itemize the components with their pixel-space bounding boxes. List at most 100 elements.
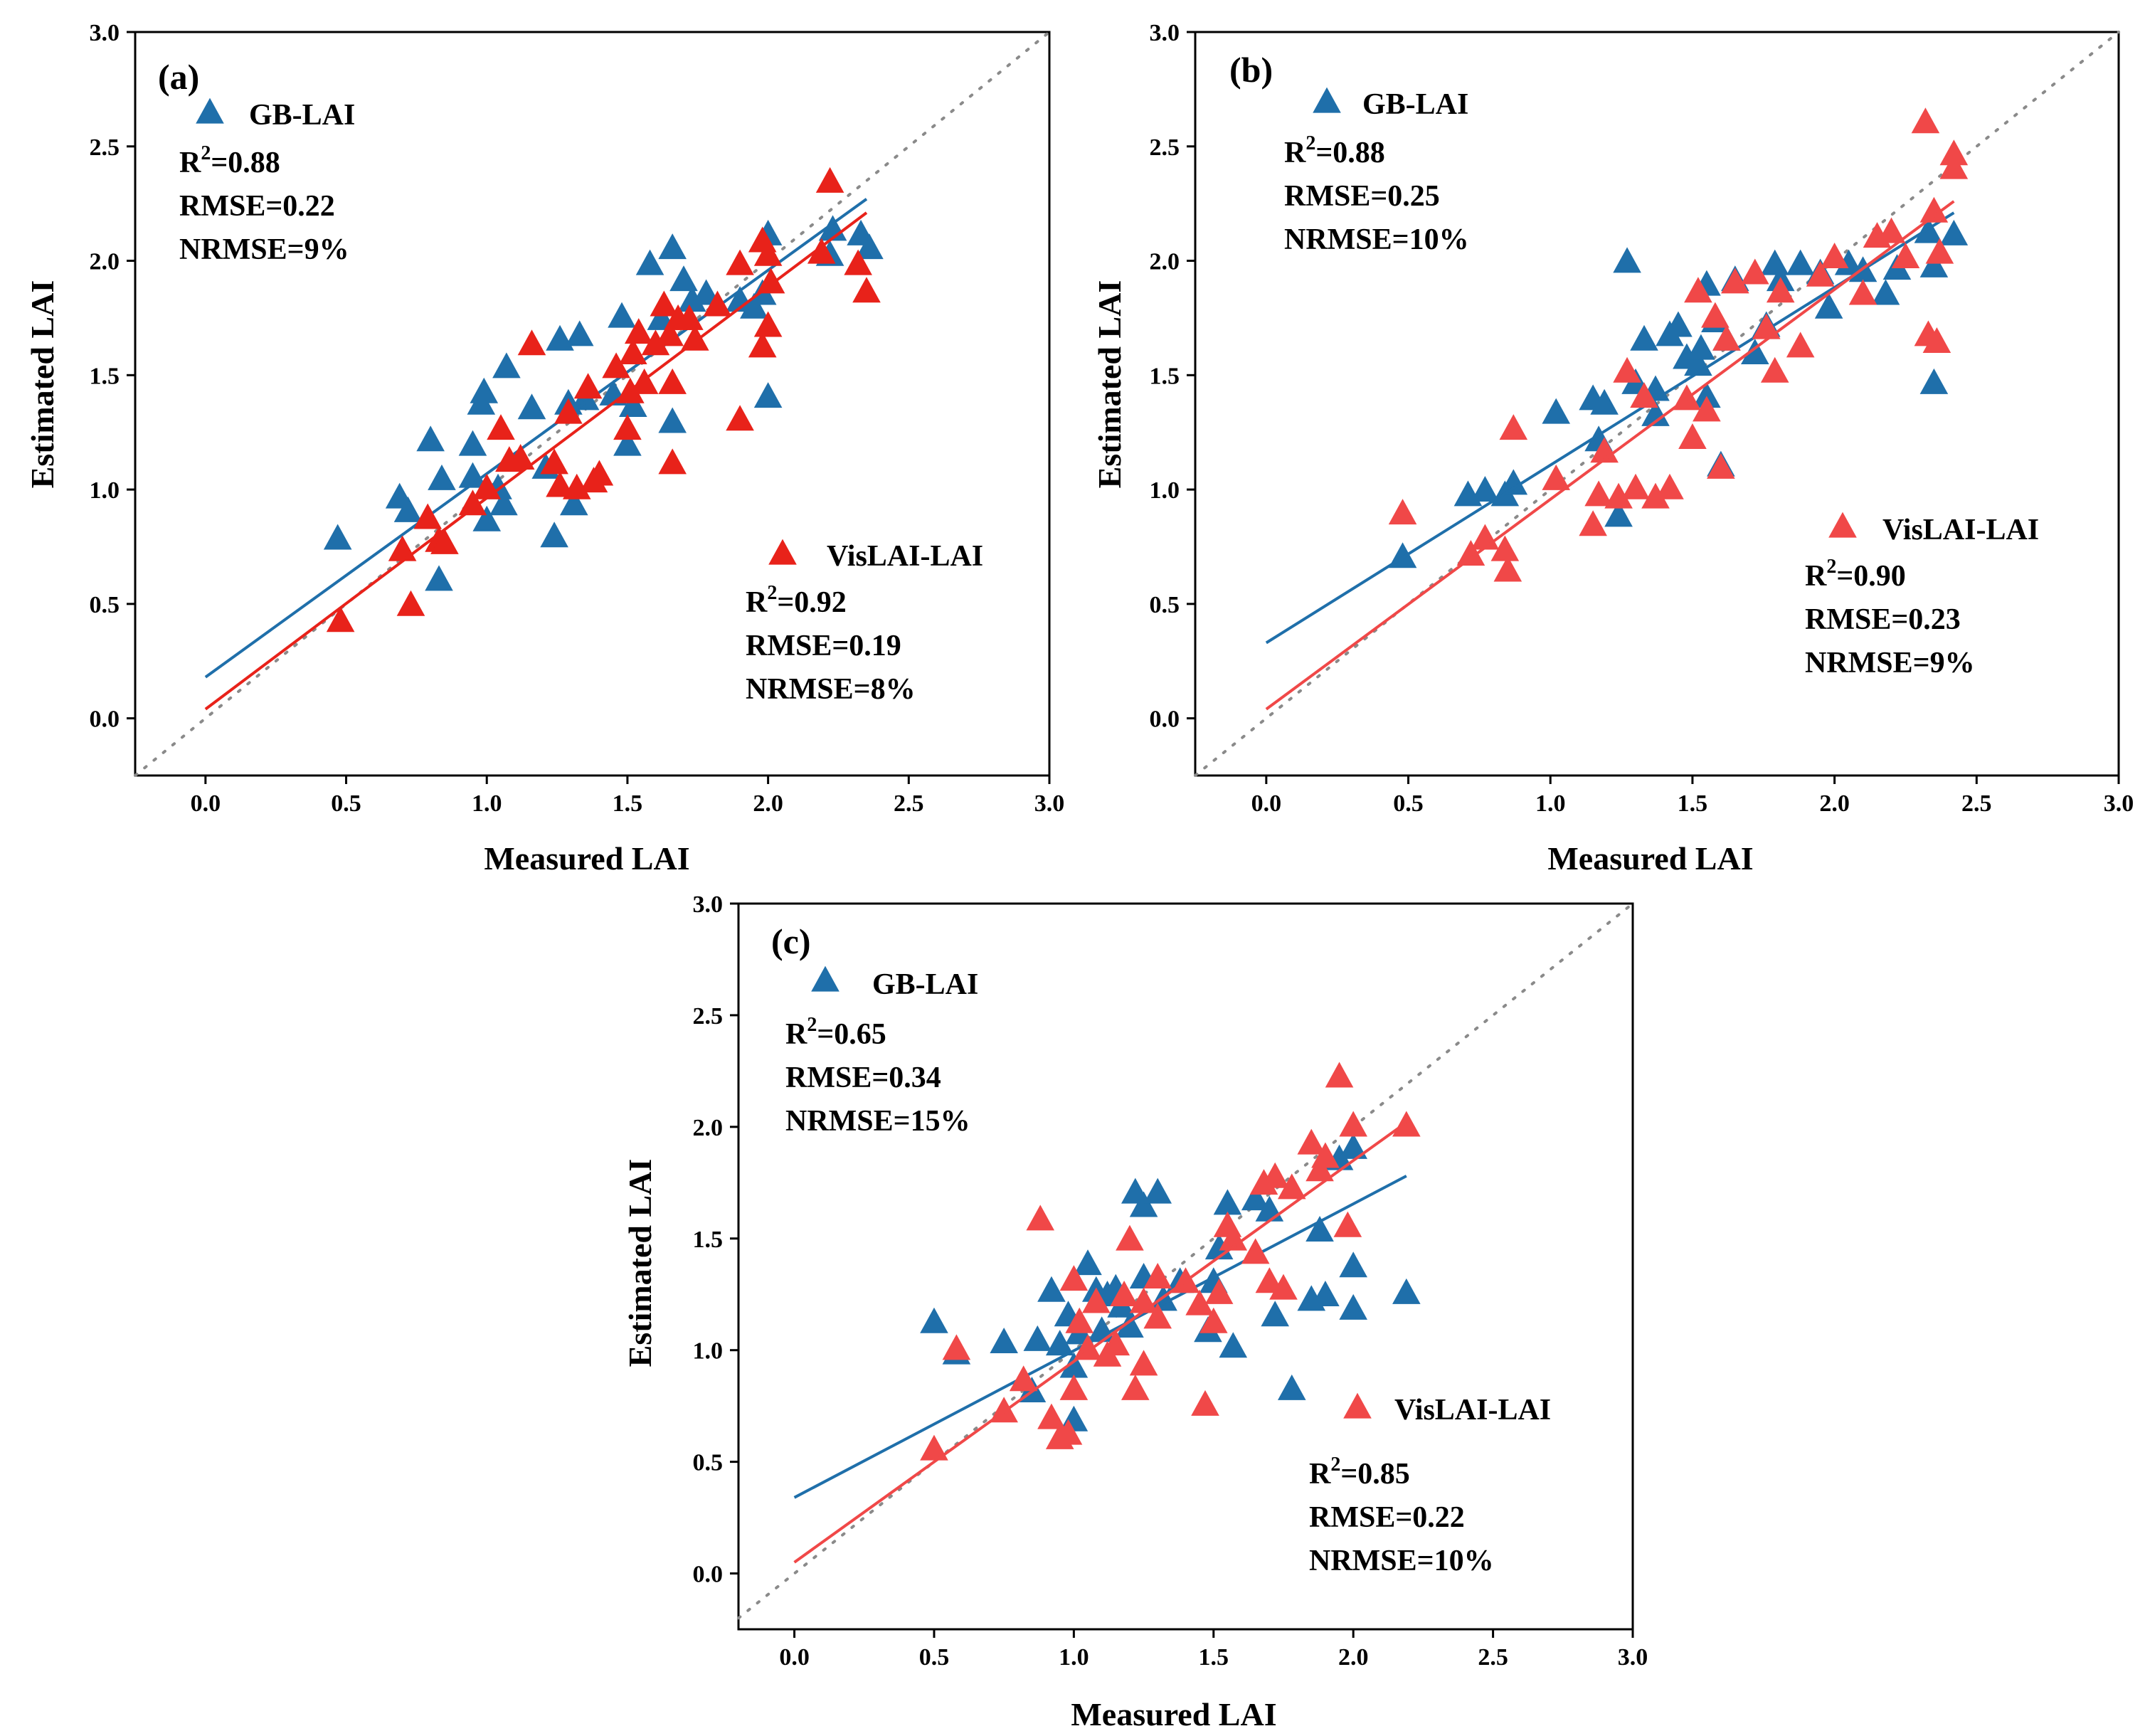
data-point (1579, 510, 1607, 536)
y-tick-label: 1.0 (693, 1338, 724, 1365)
data-point (753, 382, 783, 408)
data-point (554, 398, 583, 424)
data-point (1269, 1274, 1298, 1300)
data-point (1204, 1278, 1234, 1304)
data-point (1037, 1403, 1066, 1429)
y-tick-label: 0.0 (1150, 706, 1180, 733)
data-point (1806, 260, 1835, 287)
identity-line (737, 902, 1634, 1620)
data-point (1760, 356, 1789, 383)
data-point (920, 1307, 948, 1333)
data-point (1311, 1142, 1340, 1168)
y-axis-title: Estimated LAI (1091, 280, 1128, 489)
data-point (1877, 217, 1906, 243)
data-point (1277, 1173, 1306, 1200)
data-point (1590, 388, 1619, 415)
x-tick-label: 2.5 (1961, 790, 1992, 817)
x-tick-label: 0.5 (1393, 790, 1424, 817)
y-tick-label: 2.5 (90, 134, 120, 161)
plot-area: 0.0 0.5 1.0 1.5 2.0 2.5 3.0 0.0 0.5 1.0 1.5 2.0 2.5 3… (693, 891, 1648, 1671)
data-point (624, 318, 653, 344)
stat-line: R2=0.90 (1805, 556, 1906, 593)
data-point (844, 249, 872, 275)
data-point (807, 238, 836, 264)
data-point (1820, 243, 1849, 269)
data-point (619, 391, 647, 418)
y-tick-label: 0.0 (693, 1562, 724, 1588)
data-point (748, 332, 777, 358)
data-point (430, 528, 459, 554)
data-point (1305, 1155, 1334, 1182)
data-point (641, 329, 670, 356)
data-point (658, 407, 687, 433)
fit-line (793, 1175, 1407, 1499)
data-point (852, 277, 881, 303)
stat-line: RMSE=0.22 (179, 190, 335, 223)
legend-marker (811, 965, 840, 992)
data-point (1456, 540, 1485, 566)
data-point (1641, 482, 1670, 509)
stat-line: NRMSE=9% (1805, 647, 1975, 679)
data-point (540, 522, 568, 548)
data-point (855, 233, 884, 260)
data-point (1054, 1419, 1083, 1445)
stat-line: R2=0.85 (1309, 1454, 1410, 1491)
stat-line: NRMSE=10% (1284, 223, 1469, 256)
y-tick-label: 1.5 (90, 363, 120, 389)
data-point (393, 496, 423, 522)
data-point (1129, 1350, 1158, 1376)
data-point (1687, 334, 1715, 360)
data-point (1740, 339, 1769, 365)
data-point (1814, 292, 1843, 319)
data-point (1490, 535, 1520, 561)
series-gb (793, 965, 1421, 1499)
legend-vis-label: VisLAI-LAI (1394, 1394, 1551, 1427)
data-point (1305, 1216, 1334, 1242)
data-point (726, 249, 754, 275)
y-tick-label: 0.5 (1150, 592, 1180, 618)
data-point (1656, 473, 1684, 499)
data-point (1760, 249, 1789, 275)
stat-line: NRMSE=15% (785, 1105, 970, 1138)
data-point (1911, 107, 1940, 134)
fit-line (793, 1121, 1407, 1564)
legend-vis-label: VisLAI-LAI (1882, 514, 2039, 546)
y-tick-label: 3.0 (693, 891, 724, 918)
y-tick-label: 2.5 (1150, 134, 1180, 161)
data-point (1542, 464, 1571, 490)
data-point (1766, 277, 1795, 303)
data-point (1740, 258, 1769, 285)
data-point (1891, 243, 1920, 269)
panel-label: (c) (771, 921, 811, 961)
data-point (1590, 437, 1619, 463)
data-point (458, 489, 487, 516)
data-point (1143, 1262, 1172, 1288)
data-point (1199, 1307, 1228, 1333)
data-point (562, 473, 591, 499)
legend-gb-label: GB-LAI (1362, 88, 1468, 121)
fit-line (204, 198, 868, 679)
series-vis (204, 166, 881, 711)
plot-frame (737, 902, 1634, 1631)
data-point (1339, 1111, 1367, 1137)
data-point (1848, 279, 1877, 305)
x-tick-label: 0.5 (331, 790, 361, 817)
data-point (635, 249, 664, 275)
data-point (1712, 324, 1741, 351)
data-point (1026, 1205, 1055, 1231)
data-point (517, 329, 546, 356)
data-point (487, 414, 515, 440)
data-point (602, 352, 630, 379)
x-tick-label: 3.0 (1618, 1644, 1648, 1671)
data-point (1249, 1169, 1278, 1195)
data-point (1630, 324, 1658, 351)
data-point (1325, 1062, 1354, 1088)
data-point (1834, 249, 1863, 275)
legend-marker (1313, 87, 1341, 113)
y-tick-label: 1.5 (1150, 363, 1180, 389)
data-point (726, 286, 754, 312)
y-tick-label: 0.0 (90, 706, 120, 733)
data-point (658, 368, 687, 394)
data-point (1604, 482, 1633, 509)
